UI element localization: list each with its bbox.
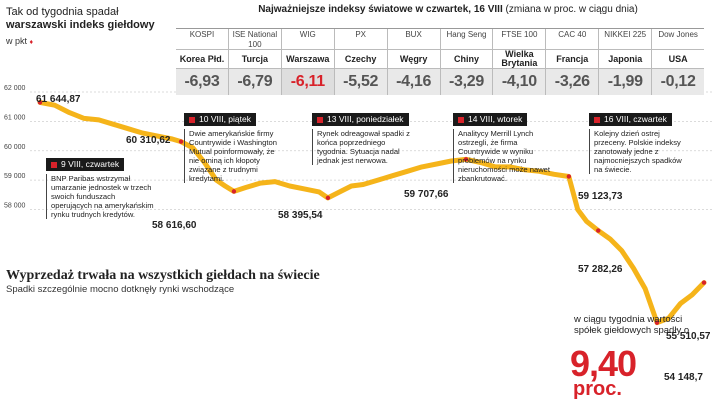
chart-title: Tak od tygodnia spadał warszawski indeks… [6, 6, 166, 32]
data-point-marker [325, 195, 331, 201]
callout-unit: proc. [573, 378, 622, 400]
country-cell: Czechy [333, 50, 387, 68]
country-cell: Japonia [598, 50, 651, 68]
change-cell: -4,10 [492, 69, 545, 95]
index-name-cell: BUX [386, 29, 440, 49]
value-label: 59 123,73 [578, 191, 623, 202]
annotation-text: Analitycy Merrill Lynch ostrzegli, że fi… [453, 129, 553, 183]
country-cell: Węgry [386, 50, 440, 68]
wig-series-line [37, 99, 707, 326]
annotation-tag: 14 VIII, wtorek [453, 113, 528, 126]
annotation-tag: 9 VIII, czwartek [46, 158, 125, 171]
data-point-marker [463, 157, 469, 162]
country-cell: Korea Płd. [179, 53, 225, 64]
square-icon [594, 116, 600, 123]
subtitle-block: Wyprzedaż trwała na wszystkich giełdach … [6, 268, 320, 295]
value-label: 59 707,66 [404, 189, 449, 200]
data-point-marker [566, 174, 572, 179]
annotation-tag: 16 VIII, czwartek [589, 113, 672, 126]
index-name-cell: KOSPI [189, 30, 215, 39]
unit-marker-icon: ♦ [29, 39, 34, 46]
change-cell: -0,12 [651, 69, 704, 95]
value-label: 58 616,60 [152, 220, 197, 231]
change-cell: -5,52 [333, 69, 387, 95]
country-cell: Francja [545, 50, 598, 68]
square-icon [189, 116, 195, 123]
annotation-tag-text: 10 VIII, piątek [199, 114, 251, 124]
value-label: 58 395,54 [278, 210, 323, 221]
value-label: 60 310,62 [126, 135, 171, 146]
change-row: -6,93 -6,79 -6,11 -5,52 -4,16 -3,29 -4,10 -3,26… [176, 68, 704, 95]
annotation-tag-text: 14 VIII, wtorek [468, 114, 523, 124]
square-icon [51, 161, 57, 168]
index-name-row: KOSPI ISE National 100 WIG PX BUX Hang Seng FT… [176, 29, 704, 50]
annotation-text: Kolejny dzień ostrej przeceny. Polskie i… [589, 129, 684, 174]
value-label: 61 644,87 [36, 94, 81, 105]
index-name-cell: ISE National 100 [227, 29, 281, 49]
subtitle-sub: Spadki szczególnie mocno dotknęły rynki … [6, 284, 235, 295]
change-cell: -4,16 [386, 69, 440, 95]
table-heading-bold: Najważniejsze indeksy światowe w czwarte… [258, 4, 503, 15]
callout-text: w ciągu tygodnia wartości spółek giełdow… [574, 314, 690, 336]
unit-text: w pkt [6, 36, 28, 46]
data-point-marker [37, 100, 43, 105]
annotation-tag: 13 VIII, poniedziałek [312, 113, 409, 126]
annotation-9-viii: 9 VIII, czwartek BNP Paribas wstrzymał u… [46, 158, 156, 219]
callout-big-number: 9,40 [570, 343, 637, 384]
title-line-1: Tak od tygodnia spadał [6, 6, 119, 18]
y-tick-label: 61 000 [4, 114, 26, 121]
country-cell: USA [651, 50, 704, 68]
index-name-cell: FTSE 100 [492, 29, 545, 49]
country-cell: Chiny [439, 50, 493, 68]
square-icon [458, 116, 464, 123]
index-name-cell: NIKKEI 225 [598, 29, 651, 49]
y-tick-label: 60 000 [4, 144, 26, 151]
data-point-marker [701, 280, 707, 285]
table-heading: Najważniejsze indeksy światowe w czwarte… [176, 4, 720, 15]
annotation-14-viii: 14 VIII, wtorek Analitycy Merrill Lynch … [453, 113, 553, 183]
annotation-13-viii: 13 VIII, poniedziałek Rynek odreagował s… [312, 113, 412, 165]
square-icon [317, 116, 323, 123]
annotation-text: Dwie amerykańskie firmy Countrywide i Wa… [184, 129, 284, 183]
annotation-tag-text: 9 VIII, czwartek [61, 159, 120, 169]
data-point-marker [596, 228, 601, 233]
annotation-tag-text: 13 VIII, poniedziałek [327, 114, 404, 124]
annotation-tag-text: 16 VIII, czwartek [604, 114, 667, 124]
data-point-marker [654, 320, 660, 325]
value-label: 57 282,26 [578, 264, 623, 275]
annotation-10-viii: 10 VIII, piątek Dwie amerykańskie firmy … [184, 113, 284, 183]
annotation-text: BNP Paribas wstrzymał umarzanie jednoste… [46, 174, 156, 219]
indices-table: KOSPI ISE National 100 WIG PX BUX Hang Seng FT… [176, 28, 704, 95]
change-cell: -6,93 [184, 73, 220, 90]
index-name-cell: CAC 40 [545, 29, 598, 49]
y-tick-label: 58 000 [4, 203, 26, 210]
change-cell: -3,29 [439, 69, 493, 95]
change-cell: -3,26 [545, 69, 598, 95]
index-name-cell: Hang Seng [439, 29, 493, 49]
index-name-cell: Dow Jones [651, 29, 704, 49]
subtitle-heading: Wyprzedaż trwała na wszystkich giełdach … [6, 268, 320, 283]
annotation-text: Rynek odreagował spadki z końca poprzedn… [312, 129, 412, 165]
country-cell: Warszawa [280, 50, 334, 68]
country-cell: Wielka Brytania [492, 50, 545, 68]
title-line-2: warszawski indeks giełdowy [6, 19, 155, 31]
change-cell: -6,79 [227, 69, 281, 95]
index-name-cell: WIG [280, 29, 334, 49]
change-cell: -6,11 [280, 69, 334, 95]
table-heading-note: (zmiana w proc. w ciągu dnia) [505, 4, 638, 15]
unit-label: w pkt ♦ [6, 36, 33, 46]
index-name-cell: PX [333, 29, 387, 49]
data-point-marker [178, 139, 184, 144]
data-point-marker [231, 189, 237, 194]
y-tick-label: 62 000 [4, 85, 26, 92]
value-label: 55 510,57 [666, 331, 711, 342]
annotation-tag: 10 VIII, piątek [184, 113, 256, 126]
value-label: 54 148,7 [664, 372, 703, 383]
country-cell: Turcja [227, 50, 281, 68]
y-tick-label: 59 000 [4, 173, 26, 180]
change-cell: -1,99 [598, 69, 651, 95]
country-row: Korea Płd. Turcja Warszawa Czechy Węgry Chiny… [176, 50, 704, 68]
annotation-16-viii: 16 VIII, czwartek Kolejny dzień ostrej p… [589, 113, 684, 174]
